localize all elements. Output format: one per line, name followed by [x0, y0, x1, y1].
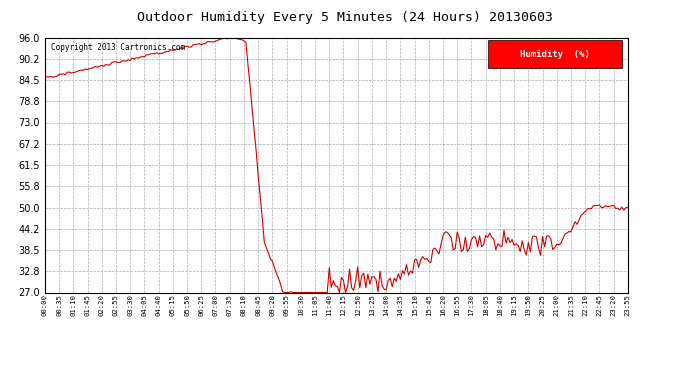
Text: Humidity  (%): Humidity (%) — [520, 50, 590, 58]
Text: Outdoor Humidity Every 5 Minutes (24 Hours) 20130603: Outdoor Humidity Every 5 Minutes (24 Hou… — [137, 11, 553, 24]
FancyBboxPatch shape — [488, 40, 622, 68]
Text: Copyright 2013 Cartronics.com: Copyright 2013 Cartronics.com — [50, 43, 185, 52]
